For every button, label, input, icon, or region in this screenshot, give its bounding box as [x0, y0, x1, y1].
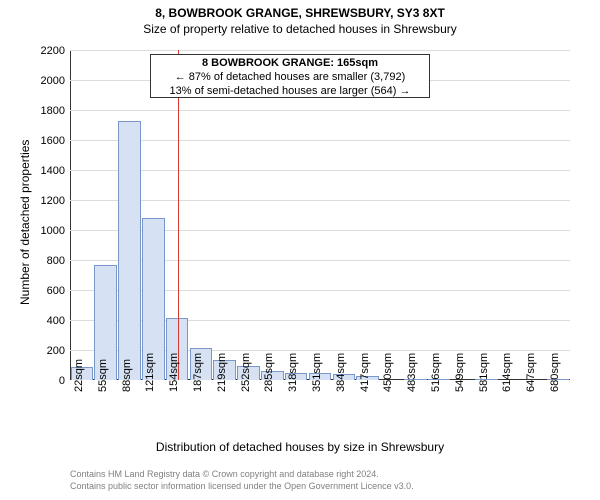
y-tick-label: 2000	[30, 75, 65, 87]
footer-line-2: Contains public sector information licen…	[70, 480, 414, 492]
plot-area	[70, 50, 570, 380]
y-tick-label: 600	[30, 285, 65, 297]
grid-line	[70, 140, 570, 141]
y-tick-label: 800	[30, 255, 65, 267]
grid-line	[70, 200, 570, 201]
y-tick-label: 1600	[30, 135, 65, 147]
y-tick-label: 400	[30, 315, 65, 327]
y-tick-label: 1800	[30, 105, 65, 117]
chart-title: 8, BOWBROOK GRANGE, SHREWSBURY, SY3 8XT	[0, 6, 600, 20]
y-tick-label: 1400	[30, 165, 65, 177]
axis-left	[70, 50, 71, 380]
y-tick-label: 1200	[30, 195, 65, 207]
y-tick-label: 2200	[30, 45, 65, 57]
annotation-line-1: 8 BOWBROOK GRANGE: 165sqm	[153, 56, 427, 70]
footer-attribution: Contains HM Land Registry data © Crown c…	[70, 468, 414, 492]
y-tick-label: 0	[30, 375, 65, 387]
grid-line	[70, 110, 570, 111]
chart-subtitle: Size of property relative to detached ho…	[0, 22, 600, 36]
y-tick-label: 1000	[30, 225, 65, 237]
histogram-bar	[118, 121, 141, 381]
annotation-box: 8 BOWBROOK GRANGE: 165sqm ← 87% of detac…	[150, 54, 430, 98]
grid-line	[70, 50, 570, 51]
reference-line	[178, 50, 179, 380]
y-tick-label: 200	[30, 345, 65, 357]
x-axis-label: Distribution of detached houses by size …	[0, 440, 600, 454]
annotation-line-3: 13% of semi-detached houses are larger (…	[153, 84, 427, 98]
annotation-line-2: ← 87% of detached houses are smaller (3,…	[153, 70, 427, 84]
grid-line	[70, 170, 570, 171]
footer-line-1: Contains HM Land Registry data © Crown c…	[70, 468, 414, 480]
